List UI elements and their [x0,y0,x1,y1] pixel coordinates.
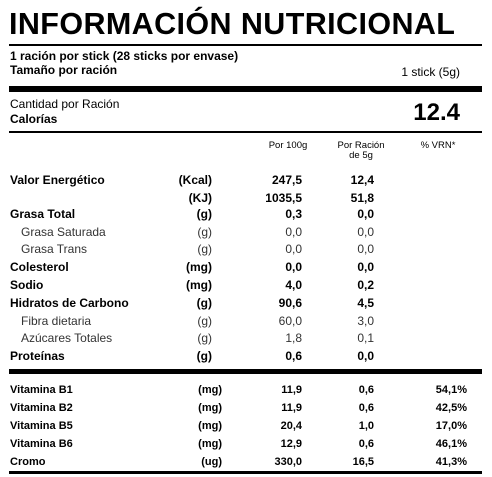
nutrient-per-100g: 0,3 [285,207,302,221]
vitamin-name: Vitamina B2 [10,402,73,414]
nutrient-per-serving: 0,0 [357,207,374,221]
nutrient-per-100g: 4,0 [285,278,302,292]
nutrient-per-serving: 0,0 [357,242,374,256]
nutrient-name: Grasa Saturada [21,225,106,239]
vitamin-per-serving: 16,5 [352,456,374,468]
servings-per-container: 1 ración por stick (28 sticks por envase… [10,49,239,63]
calories-rule [9,131,482,133]
nutrient-per-100g: 90,6 [278,296,302,310]
nutrient-unit: (g) [196,207,212,221]
thick-rule-vitamins [9,369,482,374]
vitamin-per-serving: 1,0 [358,420,374,432]
header-per-serving-line2: de 5g [349,150,373,161]
nutrient-name: Proteínas [10,349,65,363]
nutrient-per-serving: 0,0 [357,225,374,239]
nutrient-unit: (g) [196,296,212,310]
nutrient-per-serving: 4,5 [357,296,374,310]
vitamin-vrn: 46,1% [435,438,467,450]
nutrient-per-serving: 12,4 [350,173,374,187]
vitamin-name: Vitamina B5 [10,420,73,432]
header-per-serving: Por Ración de 5g [332,141,390,161]
nutrient-name: Fibra dietaria [21,314,92,328]
nutrient-name: Grasa Trans [21,242,88,256]
vitamin-per-100g: 330,0 [274,456,302,468]
header-per-100g: Por 100g [268,140,308,151]
nutrient-unit: (g) [197,242,212,256]
nutrient-per-100g: 1035,5 [265,191,302,205]
vitamin-per-100g: 20,4 [280,420,302,432]
nutrition-facts-panel: INFORMACIÓN NUTRICIONAL 1 ración por sti… [7,4,482,474]
nutrient-per-serving: 0,2 [357,278,374,292]
nutrient-per-serving: 3,0 [357,314,374,328]
title-rule [9,44,482,46]
nutrient-unit: (KJ) [188,191,212,205]
nutrient-per-100g: 247,5 [271,173,302,187]
nutrient-unit: (mg) [186,278,212,292]
nutrient-per-100g: 0,0 [285,225,302,239]
nutrient-per-100g: 0,0 [285,242,302,256]
thick-rule-top [9,86,482,92]
nutrient-name: Grasa Total [10,207,76,221]
vitamin-per-serving: 0,6 [358,384,374,396]
nutrient-per-serving: 51,8 [350,191,374,205]
serving-size-label: Tamaño por ración [10,63,118,77]
nutrient-per-serving: 0,0 [357,349,374,363]
nutrient-per-100g: 0,0 [285,260,302,274]
header-per-serving-line1: Por Ración [337,140,385,151]
vitamin-unit: (ug) [201,456,222,468]
nutrient-per-100g: 60,0 [278,314,302,328]
nutrient-unit: (g) [197,331,212,345]
nutrient-name: Colesterol [10,260,69,274]
vitamin-vrn: 17,0% [435,420,467,432]
bottom-rule [9,471,482,474]
amount-per-serving-label: Cantidad por Ración [10,97,120,111]
nutrient-name: Valor Energético [10,173,105,187]
nutrient-name: Hidratos de Carbono [10,296,129,310]
nutrient-per-100g: 0,6 [285,349,302,363]
nutrient-per-serving: 0,0 [357,260,374,274]
vitamin-name: Vitamina B6 [10,438,73,450]
vitamin-per-serving: 0,6 [358,438,374,450]
vitamin-name: Vitamina B1 [10,384,73,396]
nutrient-unit: (Kcal) [178,173,212,187]
nutrient-per-100g: 1,8 [285,331,302,345]
vitamin-per-100g: 11,9 [281,402,302,414]
vitamin-unit: (mg) [198,420,222,432]
nutrient-name: Azúcares Totales [21,331,113,345]
calories-value: 12.4 [413,99,460,126]
vitamin-unit: (mg) [198,402,222,414]
nutrient-unit: (mg) [186,260,212,274]
vitamin-name: Cromo [10,456,46,468]
vitamin-per-100g: 11,9 [281,384,302,396]
serving-size-value: 1 stick (5g) [401,65,460,79]
panel-title: INFORMACIÓN NUTRICIONAL [9,7,456,41]
vitamin-vrn: 42,5% [435,402,467,414]
vitamin-vrn: 41,3% [435,456,467,468]
vitamin-per-serving: 0,6 [358,402,374,414]
vitamin-unit: (mg) [198,438,222,450]
calories-label: Calorías [10,112,58,126]
nutrient-unit: (g) [197,314,212,328]
vitamin-vrn: 54,1% [435,384,467,396]
nutrient-unit: (g) [197,225,212,239]
vitamin-per-100g: 12,9 [280,438,302,450]
nutrient-per-serving: 0,1 [357,331,374,345]
nutrient-unit: (g) [196,349,212,363]
nutrient-name: Sodio [10,278,44,292]
header-vrn: % VRN* [420,140,456,151]
vitamin-unit: (mg) [198,384,222,396]
